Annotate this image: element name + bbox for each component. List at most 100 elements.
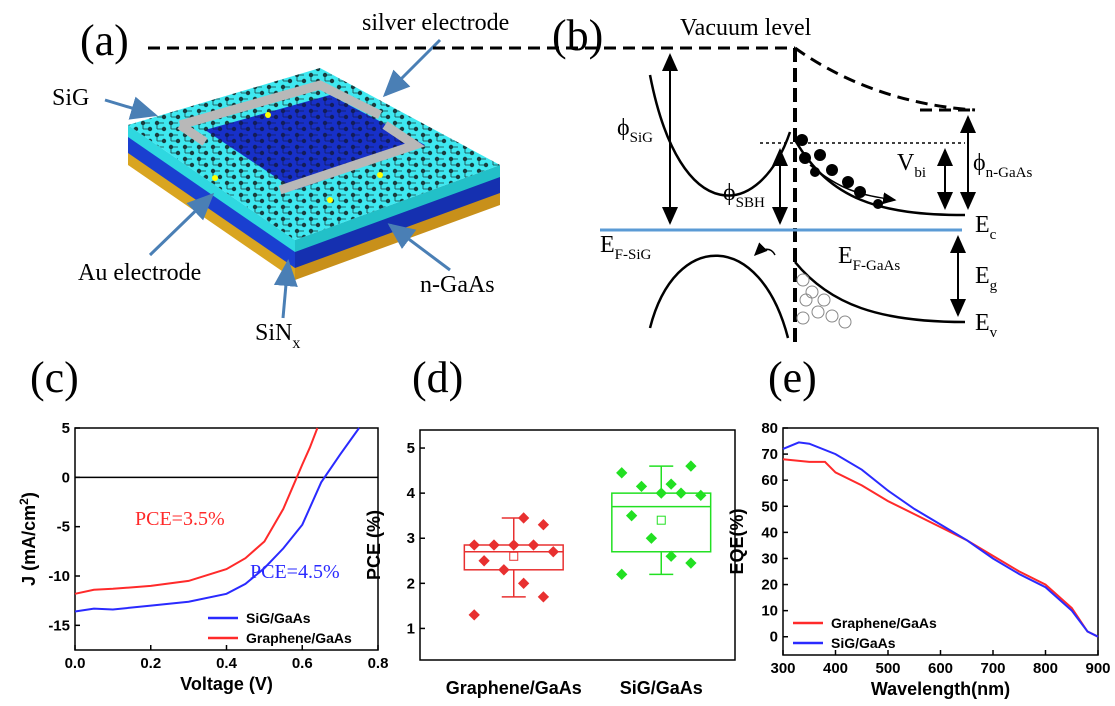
y-tick-label: 0 xyxy=(770,629,778,646)
label: ϕSBH xyxy=(723,180,765,211)
panel-label: (e) xyxy=(768,353,817,402)
data-point xyxy=(665,478,676,489)
label-main: ϕ xyxy=(617,115,630,141)
y-axis-label-end: ) xyxy=(19,492,39,498)
data-point xyxy=(695,490,706,501)
box xyxy=(612,493,711,552)
x-tick-label: 0.6 xyxy=(292,655,313,672)
y-tick-label: -5 xyxy=(57,519,70,536)
label: Vbi xyxy=(897,150,926,181)
label-main: E xyxy=(838,243,853,269)
x-tick-label: 0.8 xyxy=(368,655,389,672)
panel-label: (a) xyxy=(80,16,129,65)
panel-label: (b) xyxy=(552,11,603,60)
x-tick-label: 0.2 xyxy=(140,655,161,672)
data-point xyxy=(646,533,657,544)
label: n-GaAs xyxy=(420,272,495,298)
y-tick-label: 40 xyxy=(761,524,778,541)
mean xyxy=(510,552,518,560)
y-tick-label: -15 xyxy=(48,617,70,634)
x-tick-label: 0.0 xyxy=(65,655,86,672)
y-axis-label-text: EQE(%) xyxy=(727,508,747,574)
data-point xyxy=(675,487,686,498)
y-tick-label: 5 xyxy=(407,440,415,457)
y-tick-label: 3 xyxy=(407,530,415,547)
label-sub: F-SiG xyxy=(615,247,652,263)
label: Vacuum level xyxy=(680,15,812,41)
y-tick-label: 80 xyxy=(761,420,778,437)
label-main: E xyxy=(975,310,990,336)
data-point xyxy=(469,539,480,550)
x-tick-label: 0.4 xyxy=(216,655,238,672)
label-sub: n-GaAs xyxy=(986,165,1033,181)
data-point xyxy=(538,591,549,602)
legend-label: Graphene/GaAs xyxy=(246,630,352,646)
series-line xyxy=(783,459,1098,636)
series-line xyxy=(783,442,1098,636)
data-point xyxy=(685,460,696,471)
data-point xyxy=(518,512,529,523)
label: Ev xyxy=(975,310,998,341)
y-tick-label: 20 xyxy=(761,577,778,594)
y-axis-label: EQE(%) xyxy=(727,508,747,574)
y-axis-label: J (mA/cm2) xyxy=(17,492,39,586)
label: SiNx xyxy=(255,320,300,352)
data-point xyxy=(626,510,637,521)
data-point xyxy=(498,564,509,575)
data-point xyxy=(469,609,480,620)
label: EF-GaAs xyxy=(838,243,900,274)
data-point xyxy=(488,539,499,550)
legend-label: SiG/GaAs xyxy=(246,610,311,626)
label: silver electrode xyxy=(362,10,509,36)
data-point xyxy=(616,569,627,580)
label-main: E xyxy=(600,232,615,258)
panel-label: (d) xyxy=(412,353,463,402)
y-axis-label: PCE (%) xyxy=(364,510,384,580)
data-point xyxy=(548,546,559,557)
label: Ec xyxy=(975,212,997,243)
figure: (a) silver electrode SiG Au electrode n-… xyxy=(0,0,1115,706)
label: SiG xyxy=(52,85,89,111)
label: ϕn-GaAs xyxy=(973,150,1032,181)
label: ϕSiG xyxy=(617,115,653,146)
label: Au electrode xyxy=(78,260,201,286)
y-tick-label: 2 xyxy=(407,575,415,592)
label-main: V xyxy=(897,150,915,176)
y-tick-label: 70 xyxy=(761,446,778,463)
data-point xyxy=(656,487,667,498)
label-sub: v xyxy=(990,325,998,341)
x-tick-label: 900 xyxy=(1085,660,1110,677)
annotation: PCE=3.5% xyxy=(135,508,225,530)
label: EF-SiG xyxy=(600,232,652,263)
data-point xyxy=(518,578,529,589)
plot-frame xyxy=(75,428,378,650)
label-sub: SBH xyxy=(736,195,765,211)
legend-label: Graphene/GaAs xyxy=(831,615,937,631)
y-tick-label: 0 xyxy=(62,469,70,486)
label: Eg xyxy=(975,263,998,294)
data-point xyxy=(478,555,489,566)
label-main: E xyxy=(975,212,990,238)
data-point xyxy=(538,519,549,530)
label-sub: x xyxy=(292,335,300,352)
label-main: ϕ xyxy=(723,180,736,206)
data-point xyxy=(616,467,627,478)
y-tick-label: 60 xyxy=(761,472,778,489)
label-main: SiN xyxy=(255,320,292,346)
x-axis-label: Voltage (V) xyxy=(180,674,273,694)
x-axis-label: Wavelength(nm) xyxy=(871,679,1010,699)
x-tick-label: 600 xyxy=(928,660,953,677)
label-sub: g xyxy=(990,278,998,294)
x-tick-label: SiG/GaAs xyxy=(620,678,703,698)
label-sub: bi xyxy=(914,165,926,181)
x-tick-label: 700 xyxy=(980,660,1005,677)
y-tick-label: 30 xyxy=(761,550,778,567)
data-point xyxy=(508,539,519,550)
y-tick-label: 50 xyxy=(761,498,778,515)
annotation: PCE=4.5% xyxy=(250,561,340,583)
label-sub: F-GaAs xyxy=(853,258,901,274)
label-main: ϕ xyxy=(973,150,986,176)
data-point xyxy=(636,481,647,492)
x-tick-label: 500 xyxy=(875,660,900,677)
y-tick-label: 10 xyxy=(761,603,778,620)
